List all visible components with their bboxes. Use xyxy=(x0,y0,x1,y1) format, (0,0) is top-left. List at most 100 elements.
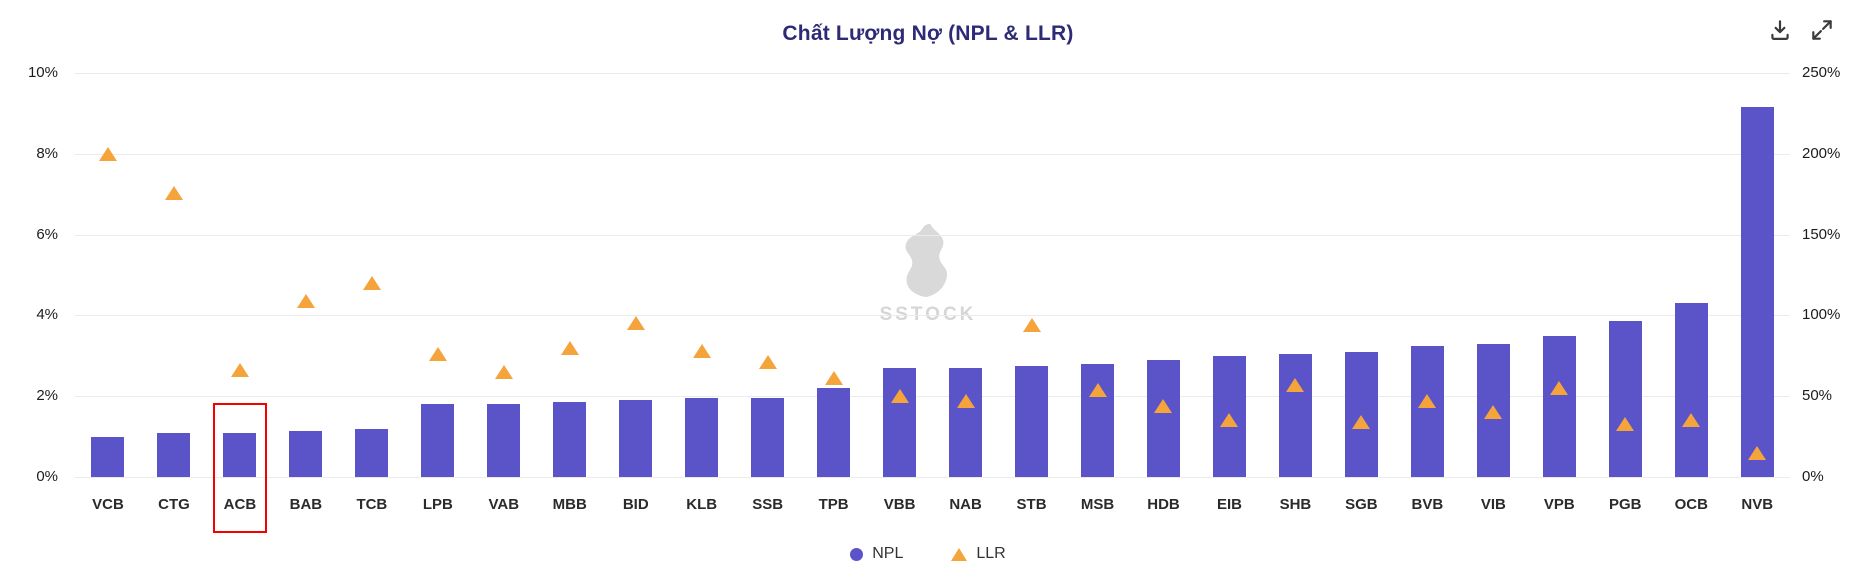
llr-marker-SGB[interactable] xyxy=(1352,415,1371,430)
chart-column-SHB xyxy=(1262,73,1328,477)
llr-marker-HDB[interactable] xyxy=(1154,398,1173,413)
x-tick-BVB: BVB xyxy=(1411,496,1444,513)
chart-column-MBB xyxy=(537,73,603,477)
x-tick-PGB: PGB xyxy=(1609,496,1642,513)
chart-column-TPB xyxy=(801,73,867,477)
chart-column-MSB xyxy=(1065,73,1131,477)
chart-column-SSB xyxy=(735,73,801,477)
npl-bar-HDB[interactable] xyxy=(1146,359,1180,477)
npl-bar-VCB[interactable] xyxy=(91,436,125,477)
llr-marker-VAB[interactable] xyxy=(494,364,513,379)
npl-bar-MBB[interactable] xyxy=(553,402,587,477)
x-tick-TPB: TPB xyxy=(818,496,849,513)
chart-title: Chất Lượng Nợ (NPL & LLR) xyxy=(782,22,1074,45)
npl-bar-ACB[interactable] xyxy=(223,432,257,477)
legend-item-npl[interactable]: NPL xyxy=(850,545,903,563)
llr-marker-SSB[interactable] xyxy=(758,355,777,370)
y-tick-right: 50% xyxy=(1802,387,1833,405)
npl-bar-VAB[interactable] xyxy=(487,404,521,477)
npl-bar-VPB[interactable] xyxy=(1542,335,1576,477)
npl-bar-BID[interactable] xyxy=(619,400,653,477)
y-tick-right: 0% xyxy=(1802,468,1824,485)
llr-marker-LPB[interactable] xyxy=(428,347,447,362)
chart-column-SGB xyxy=(1328,73,1394,477)
llr-marker-TPB[interactable] xyxy=(824,371,843,386)
llr-marker-KLB[interactable] xyxy=(692,343,711,358)
expand-button[interactable] xyxy=(1808,16,1836,44)
chart-column-VAB xyxy=(471,73,537,477)
chart-column-KLB xyxy=(669,73,735,477)
llr-marker-VBB[interactable] xyxy=(890,389,909,404)
gridline xyxy=(75,396,1790,398)
x-tick-BID: BID xyxy=(622,496,649,513)
npl-bar-STB[interactable] xyxy=(1015,365,1049,477)
y-tick-left: 4% xyxy=(36,306,58,324)
expand-icon xyxy=(1812,20,1832,40)
llr-marker-ACB[interactable] xyxy=(230,363,249,378)
npl-bar-NVB[interactable] xyxy=(1740,107,1774,477)
chart-column-BVB xyxy=(1394,73,1460,477)
npl-bar-BVB[interactable] xyxy=(1410,345,1444,477)
npl-bar-KLB[interactable] xyxy=(685,398,719,477)
chart-column-OCB xyxy=(1658,73,1724,477)
llr-marker-BID[interactable] xyxy=(626,316,645,331)
x-tick-VCB: VCB xyxy=(92,496,124,513)
legend-item-llr[interactable]: LLR xyxy=(951,545,1006,563)
llr-marker-STB[interactable] xyxy=(1022,318,1041,333)
x-tick-VAB: VAB xyxy=(488,496,520,513)
llr-marker-VIB[interactable] xyxy=(1484,405,1503,420)
chart-column-HDB xyxy=(1131,73,1197,477)
chart-column-STB xyxy=(999,73,1065,477)
x-tick-BAB: BAB xyxy=(289,496,323,513)
llr-marker-VPB[interactable] xyxy=(1550,381,1569,396)
x-tick-SSB: SSB xyxy=(752,496,784,513)
x-tick-ACB: ACB xyxy=(223,496,257,513)
llr-marker-CTG[interactable] xyxy=(164,185,183,200)
npl-bar-BAB[interactable] xyxy=(289,430,323,477)
llr-marker-NAB[interactable] xyxy=(956,394,975,409)
x-tick-OCB: OCB xyxy=(1674,496,1708,513)
npl-bar-LPB[interactable] xyxy=(421,404,455,477)
chart-column-LPB xyxy=(405,73,471,477)
llr-marker-OCB[interactable] xyxy=(1682,413,1701,428)
npl-bar-MSB[interactable] xyxy=(1081,363,1115,477)
chart-column-VBB xyxy=(867,73,933,477)
x-tick-TCB: TCB xyxy=(356,496,388,513)
npl-bar-SHB[interactable] xyxy=(1278,353,1312,477)
y-tick-left: 0% xyxy=(36,468,58,485)
npl-bar-SSB[interactable] xyxy=(751,398,785,477)
llr-marker-MBB[interactable] xyxy=(560,340,579,355)
llr-marker-PGB[interactable] xyxy=(1616,416,1635,431)
x-tick-NVB: NVB xyxy=(1741,496,1774,513)
npl-bar-PGB[interactable] xyxy=(1608,321,1642,477)
x-axis-labels: VCB CTG ACB BAB TCB LPB VAB MBB BID KLB SSB TPB VBB N… xyxy=(75,496,1790,513)
download-button[interactable] xyxy=(1766,16,1794,44)
llr-marker-SHB[interactable] xyxy=(1286,377,1305,392)
npl-bar-TPB[interactable] xyxy=(817,388,851,477)
chart-column-NVB xyxy=(1724,73,1790,477)
llr-marker-EIB[interactable] xyxy=(1220,413,1239,428)
chart-column-PGB xyxy=(1592,73,1658,477)
npl-bar-OCB[interactable] xyxy=(1674,303,1708,477)
chart-column-ACB xyxy=(207,73,273,533)
gridline xyxy=(75,153,1790,155)
y-tick-left: 6% xyxy=(36,225,58,243)
y-tick-right: 250% xyxy=(1802,64,1841,81)
y-tick-left: 8% xyxy=(36,144,58,162)
x-tick-LPB: LPB xyxy=(422,496,453,513)
llr-marker-BAB[interactable] xyxy=(296,293,315,308)
llr-marker-VCB[interactable] xyxy=(98,146,117,161)
llr-marker-BVB[interactable] xyxy=(1418,394,1437,409)
npl-bar-TCB[interactable] xyxy=(355,428,389,477)
y-tick-left: 2% xyxy=(36,387,58,405)
chart-column-BID xyxy=(603,73,669,477)
llr-marker-NVB[interactable] xyxy=(1748,445,1767,460)
legend-triangle-icon xyxy=(951,547,968,561)
npl-bar-NAB[interactable] xyxy=(949,367,983,477)
npl-bar-CTG[interactable] xyxy=(157,432,191,477)
llr-marker-MSB[interactable] xyxy=(1088,382,1107,397)
llr-marker-TCB[interactable] xyxy=(362,276,381,291)
npl-bar-VBB[interactable] xyxy=(883,367,917,477)
npl-bar-SGB[interactable] xyxy=(1344,351,1378,477)
